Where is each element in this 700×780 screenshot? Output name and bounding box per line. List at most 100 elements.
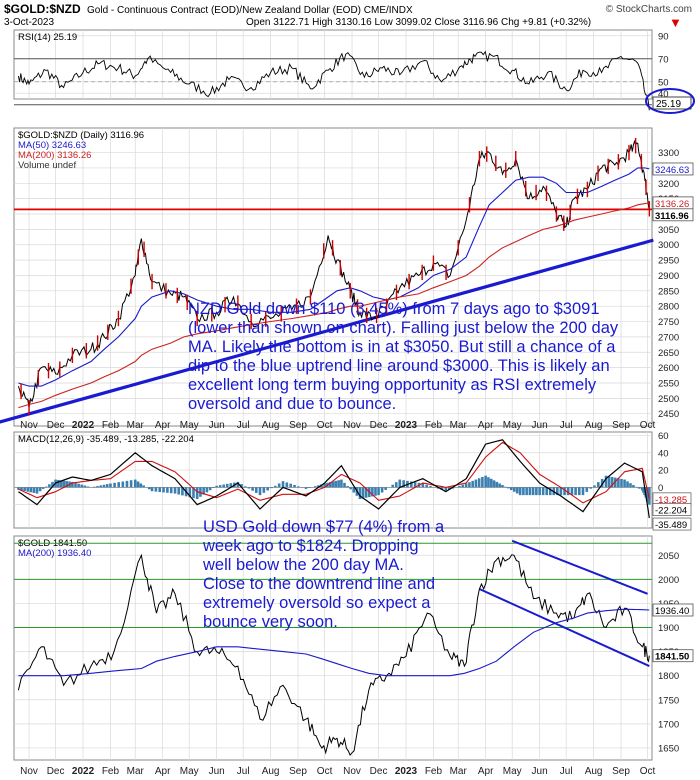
- legend-entry: MA(200) 1936.40: [18, 548, 91, 559]
- x-tick-label: Jul: [560, 420, 573, 431]
- x-tick-label: Dec: [47, 766, 65, 777]
- y-tick-label: 1700: [658, 719, 679, 730]
- x-tick-label: 2023: [395, 766, 418, 777]
- x-tick-label: Mar: [127, 420, 145, 431]
- x-tick-label: Feb: [425, 766, 443, 777]
- nzd-annotation-line: oversold and due to bounce.: [188, 395, 397, 413]
- x-tick-label: Apr: [478, 766, 494, 777]
- x-tick-label: Sep: [289, 766, 307, 777]
- nzd-annotation-line: NZD Gold down $110 (3.45%) from 7 days a…: [188, 300, 600, 318]
- panel-frame: [13, 127, 653, 427]
- x-tick-label: Sep: [289, 420, 307, 431]
- x-tick-label: Nov: [343, 766, 361, 777]
- y-tick-label: 3200: [658, 179, 679, 190]
- x-tick-label: Jun: [209, 766, 225, 777]
- y-tick-label: 50: [658, 77, 669, 88]
- x-tick-label: Feb: [425, 420, 443, 431]
- price-label-box: [652, 603, 694, 617]
- x-tick-label: Jun: [209, 420, 225, 431]
- legend-entry: MACD(12,26,9) -35.489, -13.285, -22.204: [18, 434, 194, 445]
- x-tick-label: Mar: [450, 766, 468, 777]
- x-tick-label: Jul: [237, 766, 250, 777]
- y-tick-label: 2450: [658, 409, 679, 420]
- x-tick-label: Aug: [585, 766, 603, 777]
- price-label-box: [652, 162, 694, 176]
- macd-value-label: -22.204: [655, 506, 687, 517]
- x-tick-label: Jul: [560, 766, 573, 777]
- usd-annotation-line: USD Gold down $77 (4%) from a: [203, 518, 445, 536]
- y-tick-label: 2950: [658, 256, 679, 267]
- y-tick-label: 3050: [658, 225, 679, 236]
- x-tick-label: Mar: [450, 420, 468, 431]
- y-tick-label: 2600: [658, 363, 679, 374]
- ma50-line: [18, 167, 650, 387]
- nzd-annotation: NZD Gold down $110 (3.45%) from 7 days a…: [188, 300, 618, 414]
- x-tick-label: Nov: [343, 420, 361, 431]
- x-tick-label: Jul: [237, 420, 250, 431]
- rsi-highlight-circle: [645, 88, 695, 114]
- y-tick-label: 1900: [658, 623, 679, 634]
- x-tick-label: Jun: [532, 420, 548, 431]
- y-tick-label: 1750: [658, 695, 679, 706]
- x-axis: Nov Dec 2022 Feb Mar Apr May Jun Jul Aug Sep Oct Nov…: [20, 420, 655, 777]
- symbol-description: Gold - Continuous Contract (EOD)/New Zea…: [87, 5, 413, 16]
- panel-frame: [13, 535, 653, 761]
- x-tick-label: May: [503, 766, 522, 777]
- price-label: 3116.96: [655, 211, 689, 222]
- x-tick-label: Oct: [640, 420, 656, 431]
- macd-value-label: -35.489: [655, 520, 687, 531]
- rsi-value-box: [652, 96, 692, 110]
- usd-annotation-line: Close to the downtrend line and: [203, 575, 436, 593]
- downtrend-channel-lower: [479, 588, 650, 667]
- x-tick-label: Aug: [262, 766, 280, 777]
- x-tick-label: Apr: [478, 420, 494, 431]
- down-arrow-icon: ▼: [669, 15, 682, 30]
- x-tick-label: May: [503, 420, 522, 431]
- x-tick-label: Oct: [317, 420, 333, 431]
- panel-frame: [13, 29, 653, 100]
- x-tick-label: 2023: [395, 420, 418, 431]
- x-tick-label: Apr: [155, 420, 171, 431]
- price-label-box: [652, 208, 694, 222]
- price-label: 1936.40: [655, 606, 689, 617]
- x-tick-label: Aug: [262, 420, 280, 431]
- x-tick-label: Oct: [640, 766, 656, 777]
- macd-value-box: [652, 517, 692, 531]
- usd-annotation: USD Gold down $77 (4%) from a week ago t…: [203, 518, 444, 632]
- nzd-annotation-line: (lower than shown on chart). Falling jus…: [188, 319, 619, 337]
- y-tick-label: 0: [658, 483, 663, 494]
- y-tick-label: 2550: [658, 378, 679, 389]
- y-tick-label: 70: [658, 54, 669, 65]
- y-tick-label: 20: [658, 466, 669, 477]
- x-tick-label: Feb: [102, 766, 120, 777]
- x-tick-label: 2022: [72, 766, 95, 777]
- y-tick-label: 2500: [658, 394, 679, 405]
- symbol: $GOLD:$NZD: [4, 2, 81, 16]
- macd-value-box: [652, 503, 692, 516]
- rsi-value-label: 25.19: [656, 99, 681, 110]
- price-label: 3246.63: [655, 165, 689, 176]
- usd-annotation-line: well below the 200 day MA.: [203, 556, 404, 574]
- x-tick-label: Oct: [317, 766, 333, 777]
- macd-signal-line: [18, 441, 650, 504]
- legend-entry: RSI(14) 25.19: [18, 32, 77, 43]
- y-tick-label: 2050: [658, 551, 679, 562]
- x-tick-label: Dec: [370, 766, 388, 777]
- x-tick-label: Dec: [370, 420, 388, 431]
- x-tick-label: Sep: [612, 420, 630, 431]
- chart-symbol-title: $GOLD:$NZD Gold - Continuous Contract (E…: [4, 2, 413, 16]
- legend-entry: MA(200) 3136.26: [18, 150, 91, 161]
- price-label: 1841.50: [655, 652, 689, 663]
- x-tick-label: Sep: [612, 766, 630, 777]
- header-date: 3-Oct-2023: [4, 17, 55, 28]
- y-tick-label: 2850: [658, 286, 679, 297]
- x-tick-label: Apr: [155, 766, 171, 777]
- price-label-box: [652, 649, 694, 663]
- x-tick-label: Jun: [532, 766, 548, 777]
- x-tick-label: Nov: [20, 766, 38, 777]
- panel-nzd: 2450 2500 2550 2600 2650 2700 2750 2800 2850 2900…: [0, 127, 694, 427]
- y-tick-label: 90: [658, 31, 669, 42]
- legend-entry: Volume undef: [18, 160, 76, 171]
